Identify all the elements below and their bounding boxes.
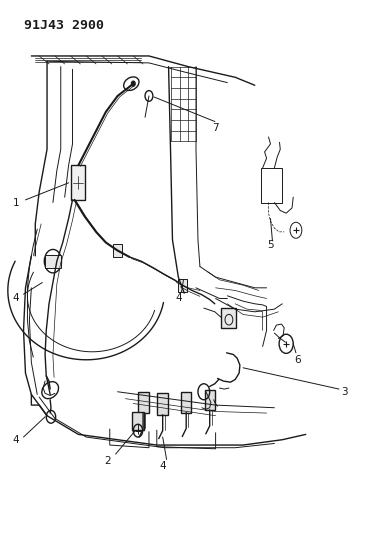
Bar xyxy=(45,255,61,268)
Bar xyxy=(71,165,85,200)
Text: 91J43 2900: 91J43 2900 xyxy=(24,19,103,31)
Text: 6: 6 xyxy=(295,355,301,365)
Ellipse shape xyxy=(44,249,62,273)
Text: 4: 4 xyxy=(160,462,166,471)
Bar xyxy=(181,392,191,413)
Text: 7: 7 xyxy=(212,123,219,133)
Text: 2: 2 xyxy=(105,456,111,466)
Bar xyxy=(205,390,215,410)
Text: 4: 4 xyxy=(175,294,181,303)
Circle shape xyxy=(131,81,135,86)
Bar xyxy=(178,279,187,292)
Bar xyxy=(138,392,149,413)
Bar xyxy=(157,393,168,415)
Text: 5: 5 xyxy=(267,240,274,250)
Bar xyxy=(221,308,236,328)
Ellipse shape xyxy=(123,77,139,91)
Bar xyxy=(261,168,282,203)
Bar xyxy=(132,411,144,431)
Ellipse shape xyxy=(42,382,58,399)
Text: 4: 4 xyxy=(13,435,19,445)
Text: 4: 4 xyxy=(13,294,19,303)
Bar xyxy=(113,244,122,257)
Text: 3: 3 xyxy=(342,387,348,397)
Text: 1: 1 xyxy=(13,198,19,207)
